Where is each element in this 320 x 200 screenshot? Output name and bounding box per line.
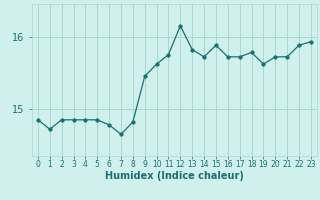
X-axis label: Humidex (Indice chaleur): Humidex (Indice chaleur) xyxy=(105,171,244,181)
